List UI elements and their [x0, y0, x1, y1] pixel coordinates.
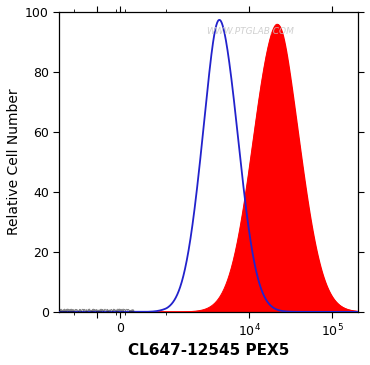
Text: WWW.PTGLAB.COM: WWW.PTGLAB.COM — [206, 27, 294, 36]
Y-axis label: Relative Cell Number: Relative Cell Number — [7, 89, 21, 235]
X-axis label: CL647-12545 PEX5: CL647-12545 PEX5 — [128, 343, 289, 358]
